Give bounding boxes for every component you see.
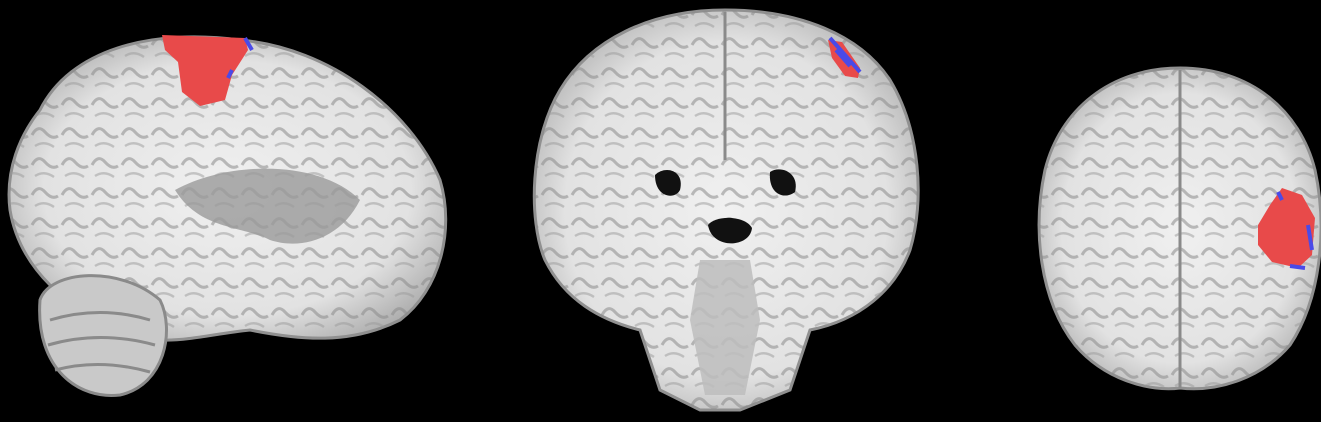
sagittal-slice bbox=[7, 35, 448, 398]
coronal-third-ventricle bbox=[708, 217, 752, 244]
axial-slice bbox=[1037, 66, 1321, 391]
sagittal-cerebellum bbox=[38, 274, 168, 398]
sagittal-corpus-callosum bbox=[175, 168, 360, 244]
coronal-brainstem bbox=[690, 260, 760, 395]
sagittal-activation bbox=[162, 35, 248, 106]
coronal-left-ventricle bbox=[655, 170, 681, 196]
coronal-right-ventricle bbox=[769, 169, 796, 196]
coronal-slice bbox=[532, 8, 920, 412]
axial-activation bbox=[1258, 188, 1315, 268]
